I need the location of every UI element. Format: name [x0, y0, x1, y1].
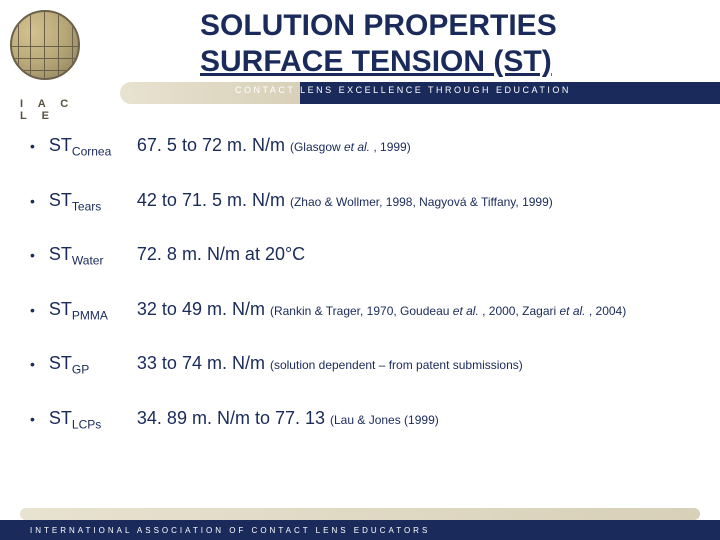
item-value: 33 to 74 m. N/m (solution dependent – fr… — [137, 353, 523, 374]
list-item: • STWater 72. 8 m. N/m at 20°C — [30, 244, 690, 268]
logo-letters: I A C L E — [20, 98, 85, 122]
list-item: • STPMMA 32 to 49 m. N/m (Rankin & Trage… — [30, 299, 690, 323]
bullet-icon: • — [30, 411, 35, 427]
title-line-2: SURFACE TENSION (ST) — [200, 44, 557, 80]
bullet-icon: • — [30, 193, 35, 209]
bullet-icon: • — [30, 356, 35, 372]
title-line-1: SOLUTION PROPERTIES — [200, 8, 557, 44]
tagline: CONTACT LENS EXCELLENCE THROUGH EDUCATIO… — [235, 85, 571, 95]
item-value: 42 to 71. 5 m. N/m (Zhao & Wollmer, 1998… — [137, 190, 553, 211]
item-value: 72. 8 m. N/m at 20°C — [137, 244, 305, 265]
item-label: STCornea — [49, 135, 137, 159]
logo: I A C L E — [10, 10, 85, 85]
item-label: STLCPs — [49, 408, 137, 432]
bullet-icon: • — [30, 138, 35, 154]
bullet-icon: • — [30, 247, 35, 263]
list-item: • STLCPs 34. 89 m. N/m to 77. 13 (Lau & … — [30, 408, 690, 432]
item-value: 67. 5 to 72 m. N/m (Glasgow et al. , 199… — [137, 135, 411, 156]
list-item: • STCornea 67. 5 to 72 m. N/m (Glasgow e… — [30, 135, 690, 159]
item-label: STWater — [49, 244, 137, 268]
list-item: • STGP 33 to 74 m. N/m (solution depende… — [30, 353, 690, 377]
list-item: • STTears 42 to 71. 5 m. N/m (Zhao & Wol… — [30, 190, 690, 214]
footer-text: INTERNATIONAL ASSOCIATION OF CONTACT LEN… — [30, 526, 430, 535]
content: • STCornea 67. 5 to 72 m. N/m (Glasgow e… — [0, 110, 720, 432]
footer-bottom-bar: INTERNATIONAL ASSOCIATION OF CONTACT LEN… — [0, 520, 720, 540]
bullet-icon: • — [30, 302, 35, 318]
item-value: 32 to 49 m. N/m (Rankin & Trager, 1970, … — [137, 299, 626, 320]
slide-title: SOLUTION PROPERTIES SURFACE TENSION (ST) — [200, 8, 557, 80]
item-label: STGP — [49, 353, 137, 377]
globe-icon — [10, 10, 80, 80]
footer-top-bar — [20, 508, 700, 520]
header: I A C L E SOLUTION PROPERTIES SURFACE TE… — [0, 0, 720, 110]
tagline-bar: CONTACT LENS EXCELLENCE THROUGH EDUCATIO… — [120, 82, 720, 104]
item-value: 34. 89 m. N/m to 77. 13 (Lau & Jones (19… — [137, 408, 439, 429]
item-label: STPMMA — [49, 299, 137, 323]
footer: INTERNATIONAL ASSOCIATION OF CONTACT LEN… — [0, 508, 720, 540]
item-label: STTears — [49, 190, 137, 214]
